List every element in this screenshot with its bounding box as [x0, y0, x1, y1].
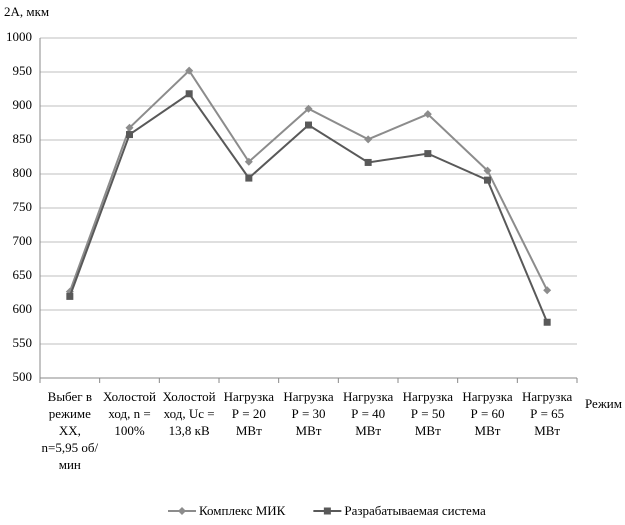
- marker: [244, 157, 253, 166]
- marker: [185, 90, 193, 98]
- marker: [125, 123, 134, 132]
- marker: [424, 150, 432, 158]
- y-tick-label: 900: [13, 97, 33, 112]
- marker: [305, 121, 312, 129]
- marker: [543, 286, 552, 295]
- y-tick-label: 500: [13, 369, 33, 384]
- x-tick-label: Нагрузка Р = 30 МВт: [283, 389, 334, 438]
- series-line: [68, 69, 549, 292]
- y-tick-label: 850: [13, 131, 33, 146]
- marker: [423, 110, 432, 119]
- marker: [323, 507, 331, 515]
- y-tick-label: 650: [13, 267, 33, 282]
- marker: [364, 158, 372, 166]
- y-tick-label: 950: [13, 63, 33, 78]
- y-tick-label: 750: [13, 199, 33, 214]
- x-tick-label: Нагрузка Р = 65 МВт: [521, 389, 573, 438]
- marker: [543, 318, 551, 326]
- marker: [66, 292, 74, 300]
- marker: [304, 104, 313, 113]
- legend-label: Разрабатываемая система: [344, 503, 486, 518]
- marker: [185, 66, 194, 75]
- legend-entry: Разрабатываемая система: [313, 503, 486, 518]
- legend-label: Комплекс МИК: [199, 503, 286, 518]
- marker: [484, 176, 491, 184]
- marker: [178, 507, 186, 515]
- y-tick-label: 600: [13, 301, 33, 316]
- x-tick-label: Нагрузка Р = 60 МВт: [462, 389, 513, 438]
- x-tick-label: Нагрузка Р = 50 МВт: [402, 389, 453, 438]
- x-tick-label: Нагрузка Р = 40 МВт: [342, 389, 394, 438]
- x-tick-label: Нагрузка Р = 20 МВт: [223, 389, 274, 438]
- y-tick-label: 700: [13, 233, 33, 248]
- marker: [245, 174, 253, 182]
- legend-entry: Комплекс МИК: [168, 503, 286, 518]
- x-tick-label: Холостой ход, n = 100%: [103, 389, 156, 438]
- x-tick-label: Холостой ход, Uc = 13,8 кВ: [162, 389, 216, 438]
- y-tick-label: 550: [13, 335, 33, 350]
- x-axis-label: Режим: [585, 396, 622, 411]
- marker: [483, 166, 492, 175]
- marker: [126, 131, 133, 139]
- x-tick-label: Выбег в режиме ХХ, n=5,95 об/мин: [41, 389, 99, 472]
- y-tick-label: 800: [13, 165, 33, 180]
- y-axis-label: 2А, мкм: [4, 4, 49, 19]
- marker: [364, 135, 373, 144]
- y-tick-label: 1000: [6, 29, 32, 44]
